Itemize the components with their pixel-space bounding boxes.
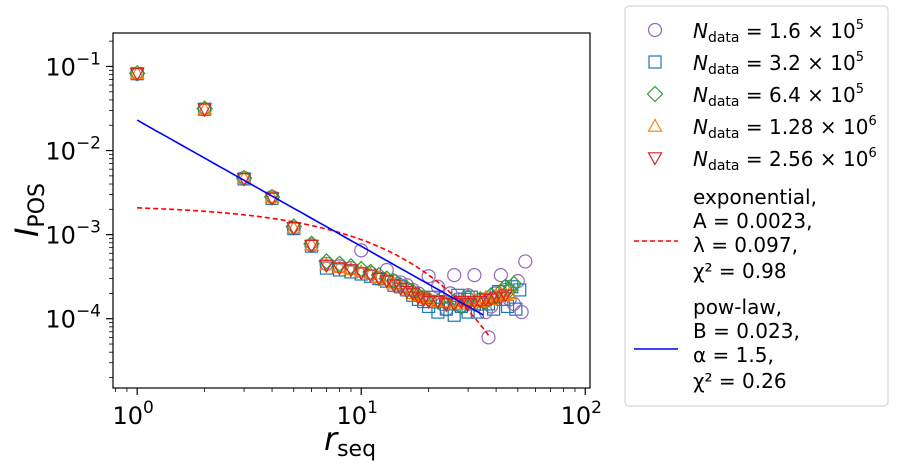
legend-exponential-line3: λ = 0.097,: [693, 233, 798, 257]
x-axis-label-sub: seq: [337, 437, 376, 462]
legend-powlaw-line4: χ² = 0.26: [693, 369, 787, 393]
data-point: [264, 189, 280, 203]
data-point: [318, 256, 335, 271]
data-point: [386, 279, 402, 293]
data-point: [410, 291, 426, 305]
data-point: [493, 268, 508, 283]
y-axis-label-main: I: [8, 228, 46, 237]
data-point: [447, 268, 462, 283]
legend-marker-3: [646, 85, 664, 103]
data-point: [379, 272, 395, 286]
data-point: [379, 275, 395, 289]
y-axis-label-sub: POS: [25, 183, 50, 228]
y-tick-label: 10−2: [45, 134, 101, 166]
data-point: [493, 285, 509, 300]
legend-label-n3: Ndata = 6.4 × 105: [693, 82, 864, 110]
data-point: [438, 298, 454, 312]
legend-marker-4: [647, 118, 663, 132]
x-axis-label-main: r: [324, 420, 339, 458]
legend-label-n2: Ndata = 3.2 × 105: [693, 50, 864, 78]
data-point: [431, 305, 445, 319]
data-point: [493, 291, 509, 305]
legend-exponential-line1: exponential,: [693, 185, 817, 209]
x-axis-label: rseq: [324, 420, 376, 462]
data-point: [509, 302, 523, 316]
data-point: [438, 293, 454, 308]
data-point: [236, 170, 252, 184]
data-point: [331, 255, 348, 273]
data-point: [470, 305, 484, 319]
legend-exponential-line2: A = 0.0023,: [693, 209, 813, 233]
data-layer: [128, 64, 533, 345]
legend-frame: [624, 5, 889, 407]
legend-exponential-line4: χ² = 0.98: [693, 259, 787, 283]
y-tick-label: 10−3: [45, 218, 101, 250]
data-point: [371, 269, 387, 284]
data-point: [303, 236, 320, 251]
data-point: [399, 285, 415, 300]
plot-area: [113, 33, 590, 388]
legend-label-n5: Ndata = 2.56 × 106: [693, 146, 877, 174]
data-point: [416, 293, 432, 308]
y-tick-label: 10−1: [45, 49, 101, 81]
data-point: [197, 103, 213, 117]
data-point: [518, 254, 533, 269]
legend-marker-2: [648, 55, 662, 69]
data-point: [286, 220, 302, 234]
data-point: [497, 289, 513, 304]
legend: Ndata = 1.6 × 105 Ndata = 3.2 × 105 Ndat…: [624, 5, 889, 407]
plot-frame: [112, 32, 591, 389]
legend-label-n1: Ndata = 1.6 × 105: [693, 18, 864, 46]
legend-powlaw-line1: pow-law,: [693, 295, 782, 319]
data-point: [236, 173, 252, 187]
data-point: [481, 330, 496, 345]
series-5: [129, 67, 513, 312]
data-point: [343, 264, 359, 278]
data-point: [467, 268, 482, 283]
legend-label-n4: Ndata = 1.28 × 106: [693, 114, 877, 142]
data-point: [331, 262, 348, 276]
legend-marker-1: [647, 22, 663, 38]
data-point: [505, 275, 523, 293]
y-tick-label: 10−4: [45, 302, 101, 334]
y-axis-label: IPOS: [8, 183, 50, 237]
x-tick-label: 100: [112, 398, 153, 430]
data-point: [497, 287, 513, 302]
x-tick-label: 102: [561, 398, 602, 430]
data-point: [303, 239, 320, 254]
data-point: [513, 283, 527, 297]
data-point: [129, 67, 145, 82]
data-point: [318, 253, 335, 270]
data-point: [264, 192, 280, 207]
data-point: [129, 65, 145, 80]
data-point: [453, 295, 469, 310]
data-point: [405, 287, 421, 302]
data-point: [343, 261, 359, 275]
pow-law-fit-line: [136, 119, 484, 316]
axis-layer: 100 101 102 10−4 10−3 10−2 10−1: [45, 40, 602, 430]
exponential-fit-line: [137, 207, 490, 336]
data-point: [421, 291, 437, 306]
data-point: [331, 259, 348, 273]
data-point: [421, 269, 436, 284]
data-point: [353, 267, 369, 281]
legend-powlaw-line3: α = 1.5,: [693, 343, 774, 367]
data-point: [197, 101, 213, 116]
legend-powlaw-line2: B = 0.023,: [693, 319, 800, 343]
x-tick-label: 101: [337, 398, 378, 430]
legend-marker-5: [647, 152, 663, 166]
data-point: [318, 259, 335, 274]
data-point: [421, 295, 437, 310]
data-point: [393, 282, 409, 297]
data-point: [286, 222, 302, 236]
legend-markers: [646, 22, 664, 166]
